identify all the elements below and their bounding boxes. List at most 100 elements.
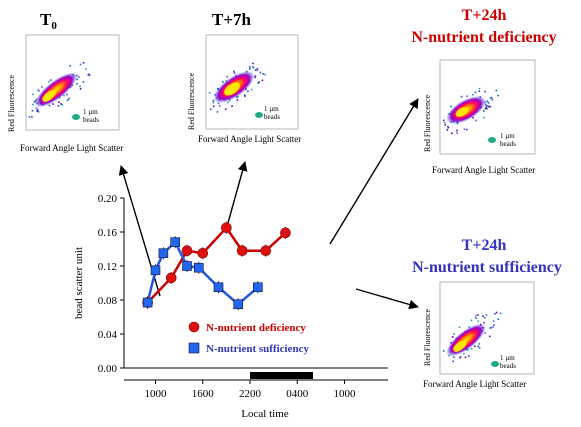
scatter-dot <box>66 93 68 96</box>
scatter-dot <box>459 355 462 358</box>
scatter-dot <box>453 356 455 358</box>
scatter-dot <box>490 96 493 99</box>
data-point-sufficiency <box>194 262 204 273</box>
x-tick-label: 1000 <box>145 388 168 400</box>
scatter-dot <box>63 94 65 97</box>
panel-subtitle-t24-def: N-nutrient deficiency <box>411 29 556 46</box>
scatter-dot <box>446 125 449 128</box>
beads-label: 1 µm <box>264 105 279 113</box>
scatter-dot <box>254 76 256 79</box>
scatter-dot <box>456 132 458 134</box>
scatter-dot <box>60 103 62 105</box>
scatter-dot <box>79 63 82 66</box>
scatter-dot <box>243 94 246 97</box>
data-point-sufficiency <box>213 282 224 293</box>
scatter-dot <box>464 356 467 359</box>
y-axis-label: bead scatter unit <box>73 247 85 319</box>
scatter-dot <box>474 91 477 94</box>
x-tick-label: 2200 <box>239 388 262 400</box>
scatter-dot <box>231 105 233 107</box>
scatter-dot <box>249 65 251 68</box>
scatter-dot <box>88 74 91 77</box>
arrow-to-t7 <box>225 161 248 231</box>
scatter-dot <box>451 132 453 135</box>
scatter-dot <box>248 68 251 70</box>
scatter-dot <box>68 97 70 100</box>
legend-marker-deficiency <box>188 321 200 333</box>
chart-series <box>142 221 291 311</box>
scatter-dot <box>212 105 215 108</box>
scatter-dot <box>499 312 502 315</box>
scatter-dot <box>477 314 479 316</box>
data-point-sufficiency <box>253 282 263 293</box>
scatter-dot <box>497 94 500 97</box>
scatter-dot <box>478 87 481 90</box>
scatter-dot <box>493 324 495 326</box>
scatter-dot <box>222 81 224 83</box>
scatter-dot <box>446 129 449 131</box>
scatter-dot <box>483 116 485 119</box>
scatter-dot <box>79 87 82 90</box>
scatter-dot <box>208 92 211 94</box>
scatter-dot <box>450 105 452 108</box>
flow-panel-t0: T0 1 µm beads Red Fluorescence Forward A… <box>7 10 123 153</box>
scatter-dot <box>442 119 445 122</box>
scatter-dot <box>226 76 229 78</box>
scatter-dot <box>76 78 78 81</box>
y-tick-label: 0.12 <box>98 261 117 273</box>
scatter-dot <box>217 102 220 105</box>
scatter-dot <box>487 102 490 104</box>
scatter-dot <box>254 75 257 77</box>
scatter-dot <box>227 101 229 104</box>
data-point-deficiency <box>260 245 272 256</box>
scatter-dot <box>452 360 454 363</box>
scatter-dot <box>495 89 498 92</box>
flow-plot-t24-suf: 1 µm beads <box>439 281 535 375</box>
y-tick-label: 0.20 <box>98 193 118 205</box>
scatter-dot <box>52 103 54 105</box>
scatter-dot <box>233 70 235 73</box>
scatter-dot <box>459 356 461 359</box>
beads-label-2: beads <box>83 116 99 124</box>
panel-xlabel: Forward Angle Light Scatter <box>432 165 535 175</box>
scatter-dot <box>259 71 262 74</box>
scatter-dot <box>477 345 480 348</box>
dark-period-bar <box>250 372 313 379</box>
scatter-dot <box>262 73 264 75</box>
scatter-dot <box>458 326 461 329</box>
scatter-dot <box>470 347 473 350</box>
scatter-dot <box>76 82 78 85</box>
data-point-deficiency <box>221 222 232 234</box>
scatter-dot <box>472 93 474 96</box>
scatter-dot <box>256 69 258 71</box>
data-point-sufficiency <box>170 237 180 247</box>
scatter-dot <box>32 93 34 96</box>
x-tick-label: 0400 <box>286 388 309 400</box>
flow-panel-t24-deficiency: T+24h N-nutrient deficiency 1 µm beads R… <box>411 7 556 175</box>
scatter-dot <box>472 116 474 119</box>
scatter-dot <box>466 128 468 131</box>
scatter-dot <box>78 76 80 78</box>
scatter-dot <box>492 326 494 328</box>
scatter-dot <box>58 101 60 104</box>
panel-ylabel: Red Fluorescence <box>423 308 432 366</box>
scatter-dot <box>475 119 477 122</box>
panel-title-t0: T0 <box>40 10 57 32</box>
scatter-dot <box>28 116 31 118</box>
scatter-dot <box>35 107 38 110</box>
scatter-dot <box>491 98 494 101</box>
scatter-dot <box>31 109 34 112</box>
legend-marker-sufficiency <box>188 342 200 354</box>
y-tick-label: 0.04 <box>98 329 118 341</box>
scatter-dot <box>460 95 463 98</box>
scatter-dot <box>36 108 39 111</box>
scatter-dot <box>497 318 500 321</box>
scatter-dot <box>442 350 445 352</box>
data-point-sufficiency <box>150 265 161 276</box>
scatter-dot <box>468 326 470 328</box>
scatter-dot <box>483 110 485 112</box>
chart-legend: N-nutrient deficiency N-nutrient suffici… <box>188 321 309 355</box>
scatter-dot <box>484 90 486 93</box>
scatter-dot <box>252 66 255 69</box>
